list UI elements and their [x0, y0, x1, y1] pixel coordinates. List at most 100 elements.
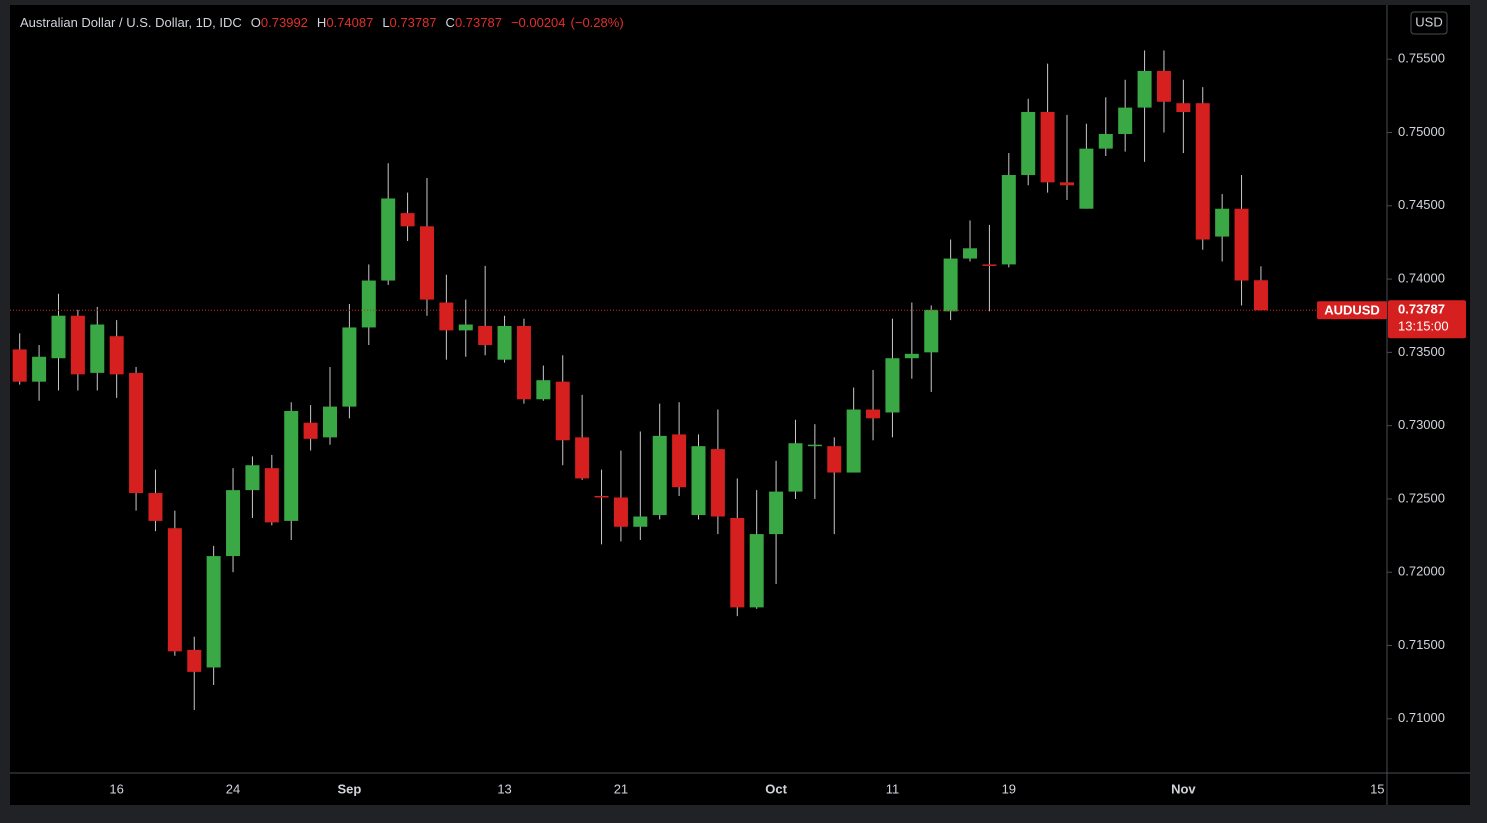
candle-body	[51, 315, 66, 359]
candle-body	[1156, 70, 1171, 102]
candle-body	[536, 380, 551, 400]
candle-body	[226, 490, 241, 557]
candle-body	[284, 410, 299, 521]
close-value: 0.73787	[454, 15, 502, 30]
candle-body	[1040, 111, 1055, 183]
y-tick-label: 0.73000	[1398, 417, 1445, 432]
candle-body	[846, 409, 861, 473]
candle-body	[1215, 208, 1230, 237]
y-tick-label: 0.74500	[1398, 197, 1445, 212]
last-price-tag	[1388, 300, 1466, 339]
candle-body	[1059, 182, 1074, 186]
currency-button[interactable]	[1410, 11, 1448, 35]
candle-body	[129, 372, 144, 494]
candle-body	[730, 517, 745, 608]
x-tick-label: Oct	[765, 781, 787, 796]
candle-body	[594, 495, 609, 498]
candle-body	[555, 381, 570, 441]
candle-body	[807, 444, 822, 447]
y-tick-label: 0.72500	[1398, 490, 1445, 505]
candle-body	[924, 309, 939, 353]
y-tick-label: 0.73500	[1398, 344, 1445, 359]
candle-body	[342, 327, 357, 407]
symbol-title: Australian Dollar / U.S. Dollar, 1D, IDC	[20, 15, 242, 30]
y-tick-label: 0.74000	[1398, 271, 1445, 286]
y-tick-label: 0.71500	[1398, 637, 1445, 652]
candle-body	[478, 325, 493, 346]
countdown-label: 13:15:00	[1398, 319, 1449, 334]
candle-body	[672, 434, 687, 488]
x-tick-label: 13	[497, 781, 511, 796]
candles	[12, 50, 1268, 710]
candle-body	[419, 226, 434, 300]
candle-body	[1253, 280, 1268, 311]
chart-background	[10, 5, 1470, 805]
candle-body	[982, 264, 997, 266]
candle-body	[361, 280, 376, 328]
candle-body	[652, 435, 667, 516]
x-tick-label: 16	[109, 781, 123, 796]
candle-body	[516, 325, 531, 400]
change-value: −0.00204	[510, 15, 566, 30]
last-price-label: 0.73787	[1398, 302, 1445, 317]
low-value: 0.73787	[389, 15, 437, 30]
candle-body	[1234, 208, 1249, 281]
candle-body	[866, 409, 881, 419]
candle-body	[1137, 70, 1152, 108]
high-value: 0.74087	[326, 15, 374, 30]
candle-body	[323, 406, 338, 438]
x-tick-label: 24	[226, 781, 240, 796]
x-tick-label: 11	[886, 781, 900, 796]
open-label: O	[250, 15, 261, 30]
candle-body	[827, 446, 842, 473]
candle-body	[1021, 111, 1036, 176]
candle-body	[458, 324, 473, 331]
low-label: L	[382, 15, 390, 30]
candle-body	[788, 443, 803, 492]
candle-body	[1195, 103, 1210, 240]
candle-body	[148, 493, 163, 521]
candle-body	[70, 315, 85, 375]
candle-body	[575, 437, 590, 479]
y-tick-label: 0.71000	[1398, 710, 1445, 725]
y-tick-label: 0.75500	[1398, 51, 1445, 66]
x-tick-label: 15	[1370, 781, 1384, 796]
candle-body	[633, 516, 648, 527]
candle-body	[187, 649, 202, 672]
candle-body	[1118, 107, 1133, 134]
candle-body	[943, 258, 958, 312]
currency-label: USD	[1415, 14, 1442, 29]
symbol-tag	[1317, 301, 1387, 320]
candle-body	[1079, 148, 1094, 209]
candle-body	[1098, 133, 1113, 149]
y-tick-label: 0.72000	[1398, 564, 1445, 579]
candle-body	[32, 356, 47, 382]
x-tick-label: 19	[1002, 781, 1016, 796]
high-label: H	[316, 15, 327, 30]
open-value: 0.73992	[260, 15, 308, 30]
x-tick-label: 21	[614, 781, 628, 796]
candle-body	[691, 446, 706, 516]
change-percent: (−0.28%)	[570, 15, 624, 30]
candle-body	[303, 422, 318, 439]
candle-body	[613, 497, 628, 527]
close-label: C	[445, 15, 455, 30]
candle-body	[439, 302, 454, 331]
candle-body	[90, 324, 105, 373]
candle-body	[264, 468, 279, 523]
candle-body	[381, 198, 396, 281]
x-tick-label: Sep	[337, 781, 361, 796]
candle-body	[749, 534, 764, 608]
candle-body	[1001, 175, 1016, 265]
candle-body	[497, 325, 512, 360]
candle-body	[710, 449, 725, 517]
candle-body	[206, 556, 221, 668]
candle-body	[963, 248, 978, 259]
candle-body	[109, 336, 124, 375]
candle-body	[769, 491, 784, 535]
candle-body	[167, 528, 182, 652]
candle-body	[1176, 103, 1191, 112]
candle-body	[12, 349, 27, 382]
